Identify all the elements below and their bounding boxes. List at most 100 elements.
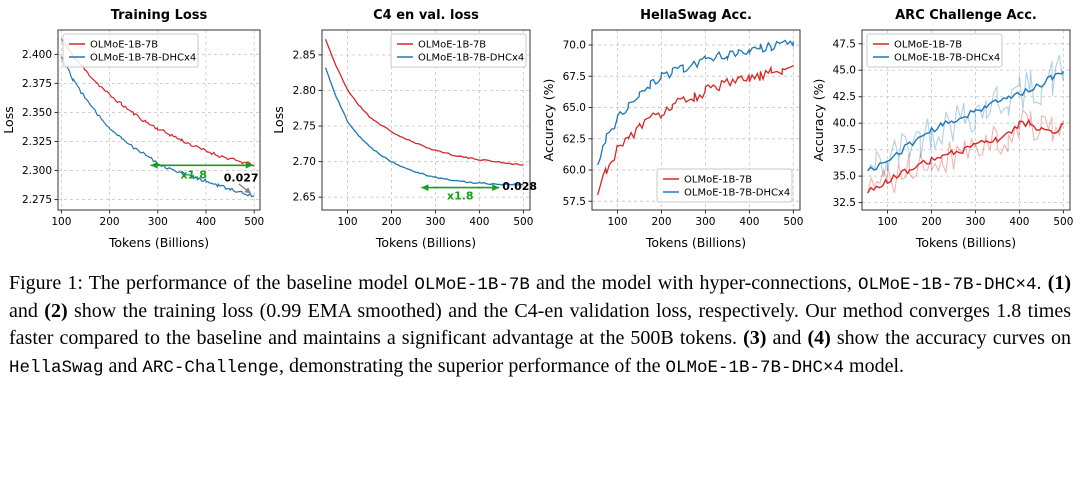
caption-segment: . — [1036, 272, 1048, 294]
svg-text:62.5: 62.5 — [563, 133, 586, 145]
arc-challenge-plot: 100 200 300 400 500 32.5 35.0 37.5 40.0 42.5 45.0 4… — [811, 8, 1074, 250]
svg-text:45.0: 45.0 — [833, 65, 856, 77]
svg-text:500: 500 — [513, 216, 533, 228]
axis-ticks: 100 200 300 400 500 2.275 2.300 2.325 2.350 2.375… — [22, 49, 264, 228]
figure-charts-row: 100 200 300 400 500 2.275 2.300 2.325 2.350 2.375… — [0, 4, 1080, 256]
plot-frame — [57, 29, 261, 211]
y-axis-label: Accuracy (%) — [811, 79, 826, 162]
series-raw — [867, 109, 1064, 194]
y-axis-label: Loss — [271, 106, 286, 133]
svg-text:2.65: 2.65 — [293, 192, 316, 204]
svg-text:35.0: 35.0 — [833, 171, 856, 183]
legend-label: OLMoE-1B-7B-DHCx4 — [894, 53, 1000, 64]
svg-text:100: 100 — [337, 216, 357, 228]
hellaswag-plot: 100 200 300 400 500 57.5 60.0 62.5 65.0 67.5 70.0 H… — [541, 8, 804, 250]
svg-text:2.300: 2.300 — [22, 165, 52, 177]
legend: OLMoE-1B-7B OLMoE-1B-7B-DHCx4 — [866, 33, 1003, 68]
series-lines — [597, 39, 795, 196]
caption-segment: OLMoE-1B-7B-DHC×4 — [665, 357, 845, 378]
x-axis-label: Tokens (Billions) — [108, 235, 209, 250]
svg-text:37.5: 37.5 — [833, 144, 856, 156]
svg-text:200: 200 — [381, 216, 401, 228]
series-OLMoE-1B-7B — [60, 38, 255, 167]
chart-hellaswag: 100 200 300 400 500 57.5 60.0 62.5 65.0 67.5 70.0 H… — [540, 4, 810, 256]
svg-text:300: 300 — [695, 216, 715, 228]
svg-text:2.80: 2.80 — [293, 85, 316, 97]
plot-frame — [861, 29, 1071, 211]
gap-annotation: 0.028 — [502, 180, 537, 193]
axis-ticks: 100 200 300 400 500 32.5 35.0 37.5 40.0 42.5 45.0 4… — [833, 38, 1074, 228]
x-axis-label: Tokens (Billions) — [915, 235, 1016, 250]
caption-segment: Figure 1: The performance of the baselin… — [9, 272, 415, 294]
caption-segment: (4) — [807, 327, 831, 350]
y-axis-label: Loss — [1, 106, 16, 133]
speedup-annotation: x1.8 — [447, 190, 474, 203]
legend-label: OLMoE-1B-7B — [418, 40, 486, 51]
axis-ticks: 100 200 300 400 500 2.65 2.70 2.75 2.80 2.85 — [293, 49, 534, 228]
svg-text:47.5: 47.5 — [833, 38, 856, 50]
svg-text:300: 300 — [425, 216, 445, 228]
chart-training-loss: 100 200 300 400 500 2.275 2.300 2.325 2.350 2.375… — [0, 4, 270, 256]
chart-title: Training Loss — [111, 8, 208, 23]
plot-frame — [591, 29, 801, 211]
svg-text:400: 400 — [1009, 216, 1029, 228]
svg-text:400: 400 — [469, 216, 489, 228]
svg-text:67.5: 67.5 — [563, 71, 586, 83]
legend-label: OLMoE-1B-7B-DHCx4 — [684, 188, 790, 199]
series-OLMoE-1B-7B-DHCx4 — [324, 67, 524, 186]
series-OLMoE-1B-7B — [867, 118, 1064, 194]
svg-text:400: 400 — [196, 216, 216, 228]
caption-segment: OLMoE-1B-7B — [414, 275, 530, 295]
svg-text:2.70: 2.70 — [293, 156, 316, 168]
svg-text:2.400: 2.400 — [22, 49, 52, 61]
svg-text:500: 500 — [244, 216, 264, 228]
caption-segment: show the accuracy curves on — [830, 327, 1071, 350]
y-axis-label: Accuracy (%) — [541, 79, 556, 162]
chart-title: ARC Challenge Acc. — [895, 8, 1037, 23]
svg-text:100: 100 — [607, 216, 627, 228]
caption-segment: HellaSwag — [9, 357, 104, 378]
svg-text:200: 200 — [100, 216, 120, 228]
svg-text:100: 100 — [877, 216, 897, 228]
series-OLMoE-1B-7B-DHCx4 — [60, 56, 255, 198]
svg-text:70.0: 70.0 — [563, 40, 586, 52]
svg-text:2.275: 2.275 — [22, 194, 52, 206]
series-OLMoE-1B-7B-DHCx4 — [867, 70, 1064, 172]
svg-text:2.325: 2.325 — [22, 136, 52, 148]
caption-segment: show the training loss (0.99 EMA smoothe… — [9, 299, 1071, 350]
caption-segment: , demonstrating the superior performance… — [278, 354, 666, 377]
plot-frame — [321, 29, 531, 211]
svg-text:60.0: 60.0 — [563, 165, 586, 177]
axis-ticks: 100 200 300 400 500 57.5 60.0 62.5 65.0 67.5 70.0 — [563, 40, 804, 229]
legend-label: OLMoE-1B-7B-DHCx4 — [90, 53, 196, 64]
svg-text:500: 500 — [783, 216, 803, 228]
series-OLMoE-1B-7B — [324, 38, 524, 166]
legend-label: OLMoE-1B-7B — [684, 175, 752, 186]
svg-text:200: 200 — [921, 216, 941, 228]
svg-text:2.350: 2.350 — [22, 107, 52, 119]
annotations: x1.8 0.028 — [421, 180, 537, 203]
svg-text:200: 200 — [651, 216, 671, 228]
caption-segment: and the model with hyper-connections, — [529, 272, 858, 294]
caption-segment: ARC-Challenge — [142, 357, 279, 378]
svg-text:400: 400 — [739, 216, 759, 228]
chart-arc-challenge: 100 200 300 400 500 32.5 35.0 37.5 40.0 42.5 45.0 4… — [810, 4, 1080, 256]
svg-text:32.5: 32.5 — [833, 197, 856, 209]
c4-val-loss-plot: 100 200 300 400 500 2.65 2.70 2.75 2.80 2.85 C4 en… — [271, 8, 537, 250]
legend: OLMoE-1B-7B OLMoE-1B-7B-DHCx4 — [656, 168, 793, 203]
caption-segment: and — [103, 354, 143, 377]
svg-text:500: 500 — [1053, 216, 1073, 228]
legend: OLMoE-1B-7B OLMoE-1B-7B-DHCx4 — [390, 33, 527, 68]
series-lines — [60, 38, 255, 198]
svg-text:40.0: 40.0 — [833, 118, 856, 130]
caption-segment: and — [9, 299, 45, 322]
series-OLMoE-1B-7B-DHCx4 — [597, 39, 795, 166]
svg-text:2.85: 2.85 — [293, 49, 316, 61]
training-loss-plot: 100 200 300 400 500 2.275 2.300 2.325 2.350 2.375… — [1, 8, 264, 250]
series-OLMoE-1B-7B — [597, 64, 794, 196]
series-lines — [867, 55, 1064, 194]
legend-label: OLMoE-1B-7B — [894, 40, 962, 51]
svg-text:300: 300 — [965, 216, 985, 228]
series-raw — [867, 55, 1064, 178]
caption-segment: and — [766, 327, 808, 350]
